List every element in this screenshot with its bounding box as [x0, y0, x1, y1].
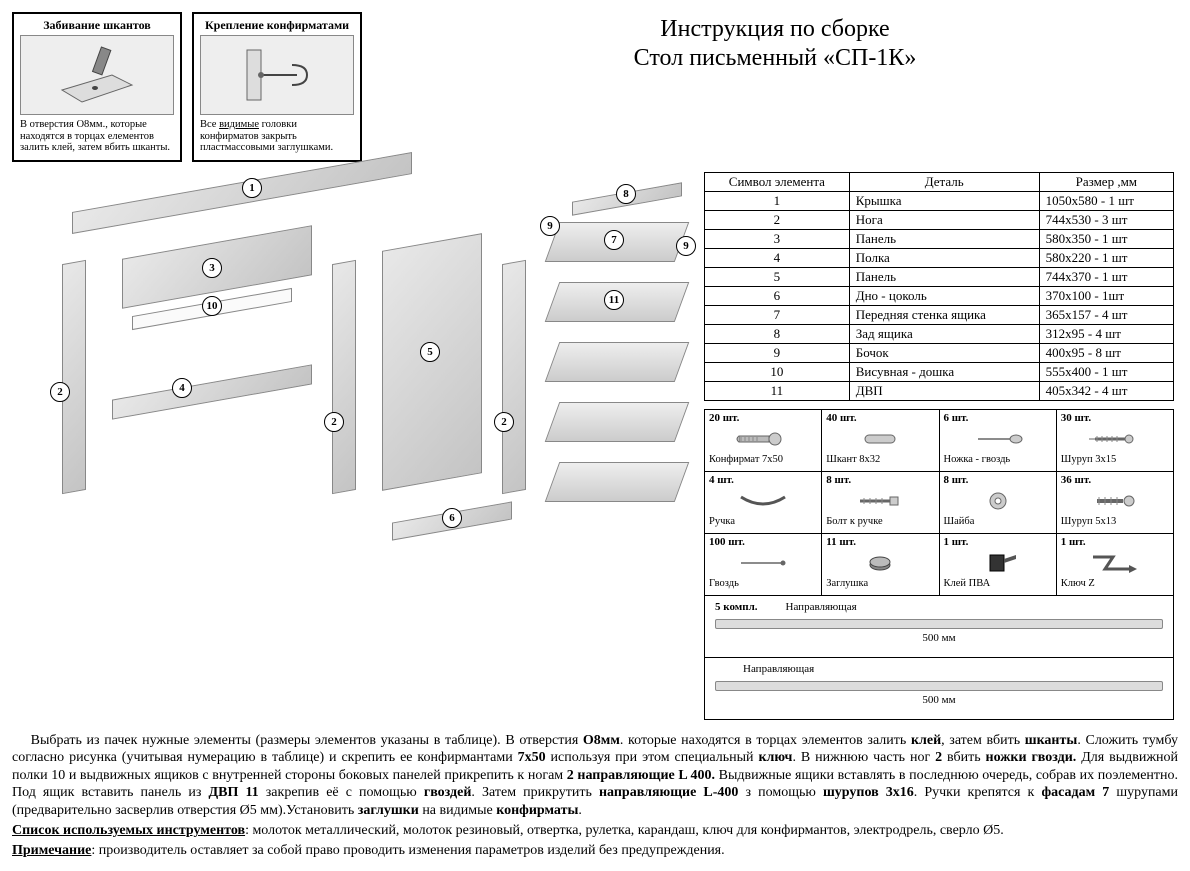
doc-title: Инструкция по сборке [372, 16, 1178, 43]
hardware-label: Шуруп 5х13 [1061, 516, 1169, 527]
table-row: 7Передняя стенка ящика365х157 - 4 шт [705, 305, 1174, 324]
table-row: 8Зад ящика312х95 - 4 шт [705, 324, 1174, 343]
tools-line: Список используемых инструментов: молото… [12, 823, 1178, 839]
hardware-label: Ключ Z [1061, 578, 1169, 589]
table-row: 10Висувная - дошка555х400 - 1 шт [705, 362, 1174, 381]
hardware-cell: 4 шт. Ручка [705, 472, 822, 534]
part-badge: 2 [324, 412, 344, 432]
parts-header: Деталь [849, 172, 1039, 191]
tip-illustration [20, 35, 174, 115]
part-badge: 4 [172, 378, 192, 398]
hardware-cell: 8 шт. Шайба [940, 472, 1057, 534]
hardware-label: Болт к ручке [826, 516, 934, 527]
part-badge: 8 [616, 184, 636, 204]
hardware-qty: 11 шт. [826, 536, 934, 548]
hardware-qty: 8 шт. [944, 474, 1052, 486]
hardware-cell: 40 шт. Шкант 8х32 [822, 410, 939, 472]
hardware-icon [826, 550, 934, 576]
hardware-icon [709, 488, 817, 514]
hardware-icon [944, 488, 1052, 514]
rail-bar [715, 619, 1163, 629]
hardware-label: Ручка [709, 516, 817, 527]
hardware-label: Конфирмат 7х50 [709, 454, 817, 465]
parts-header: Символ элемента [705, 172, 850, 191]
part-badge: 7 [604, 230, 624, 250]
rail-cell: Направляющая500 мм [705, 658, 1174, 720]
part-badge: 9 [540, 216, 560, 236]
hardware-icon [709, 550, 817, 576]
hardware-label: Ножка - гвоздь [944, 454, 1052, 465]
part-badge: 6 [442, 508, 462, 528]
tip-box-dowels: Забивание шкантов В отверстия О8мм., кот… [12, 12, 182, 162]
table-row: 3Панель580х350 - 1 шт [705, 229, 1174, 248]
hardware-cell: 100 шт. Гвоздь [705, 534, 822, 596]
table-row: 9Бочок400х95 - 8 шт [705, 343, 1174, 362]
hardware-qty: 8 шт. [826, 474, 934, 486]
hardware-qty: 1 шт. [944, 536, 1052, 548]
hardware-cell: 1 шт. Ключ Z [1057, 534, 1174, 596]
tip-title: Забивание шкантов [20, 18, 174, 33]
hardware-cell: 11 шт. Заглушка [822, 534, 939, 596]
instructions-body: Выбрать из пачек нужные элементы (размер… [12, 732, 1178, 820]
part-badge: 2 [494, 412, 514, 432]
tip-text: В отверстия О8мм., которые находятся в т… [20, 119, 174, 154]
part-badge: 2 [50, 382, 70, 402]
note-line: Примечание: производитель оставляет за с… [12, 843, 1178, 859]
hardware-label: Клей ПВА [944, 578, 1052, 589]
hardware-cell: 30 шт. Шуруп 3х15 [1057, 410, 1174, 472]
hardware-icon [826, 488, 934, 514]
hardware-qty: 20 шт. [709, 412, 817, 424]
hardware-qty: 30 шт. [1061, 412, 1169, 424]
hardware-qty: 1 шт. [1061, 536, 1169, 548]
parts-table: Символ элементаДетальРазмер ,мм 1Крышка1… [704, 172, 1174, 401]
part-badge: 10 [202, 296, 222, 316]
hardware-label: Заглушка [826, 578, 934, 589]
hardware-icon [826, 426, 934, 452]
hardware-icon [944, 426, 1052, 452]
doc-subtitle: Стол письменный «СП-1К» [372, 45, 1178, 72]
hardware-label: Гвоздь [709, 578, 817, 589]
hardware-icon [1061, 488, 1169, 514]
part-badge: 1 [242, 178, 262, 198]
tip-title: Крепление конфирматами [200, 18, 354, 33]
hardware-grid: 20 шт. Конфирмат 7х50 40 шт. Шкант 8х32 6 шт… [704, 409, 1174, 720]
parts-header: Размер ,мм [1039, 172, 1173, 191]
rail-bar [715, 681, 1163, 691]
hardware-qty: 6 шт. [944, 412, 1052, 424]
hardware-icon [1061, 550, 1169, 576]
part-badge: 3 [202, 258, 222, 278]
table-row: 4Полка580х220 - 1 шт [705, 248, 1174, 267]
hardware-qty: 36 шт. [1061, 474, 1169, 486]
exploded-view: 1 3 10 4 2 2 5 2 6 8 7 9 9 11 [12, 172, 692, 552]
part-badge: 5 [420, 342, 440, 362]
table-row: 1Крышка1050х580 - 1 шт [705, 191, 1174, 210]
table-row: 6Дно - цоколь370х100 - 1шт [705, 286, 1174, 305]
hardware-cell: 8 шт. Болт к ручке [822, 472, 939, 534]
table-row: 2Нога744х530 - 3 шт [705, 210, 1174, 229]
hardware-cell: 36 шт. Шуруп 5х13 [1057, 472, 1174, 534]
hardware-label: Шуруп 3х15 [1061, 454, 1169, 465]
tip-illustration [200, 35, 354, 115]
tip-box-confirmat: Крепление конфирматами Все видимые голов… [192, 12, 362, 162]
hardware-cell: 20 шт. Конфирмат 7х50 [705, 410, 822, 472]
rail-cell: 5 компл.Направляющая500 мм [705, 596, 1174, 658]
hardware-qty: 4 шт. [709, 474, 817, 486]
hardware-label: Шайба [944, 516, 1052, 527]
hardware-icon [1061, 426, 1169, 452]
table-row: 11ДВП405х342 - 4 шт [705, 381, 1174, 400]
hardware-icon [944, 550, 1052, 576]
tip-text: Все видимые головки конфирматов закрыть … [200, 119, 354, 154]
hardware-cell: 6 шт. Ножка - гвоздь [940, 410, 1057, 472]
part-badge: 11 [604, 290, 624, 310]
part-badge: 9 [676, 236, 696, 256]
hardware-qty: 40 шт. [826, 412, 934, 424]
hardware-cell: 1 шт. Клей ПВА [940, 534, 1057, 596]
hardware-qty: 100 шт. [709, 536, 817, 548]
hardware-icon [709, 426, 817, 452]
table-row: 5Панель744х370 - 1 шт [705, 267, 1174, 286]
hardware-label: Шкант 8х32 [826, 454, 934, 465]
